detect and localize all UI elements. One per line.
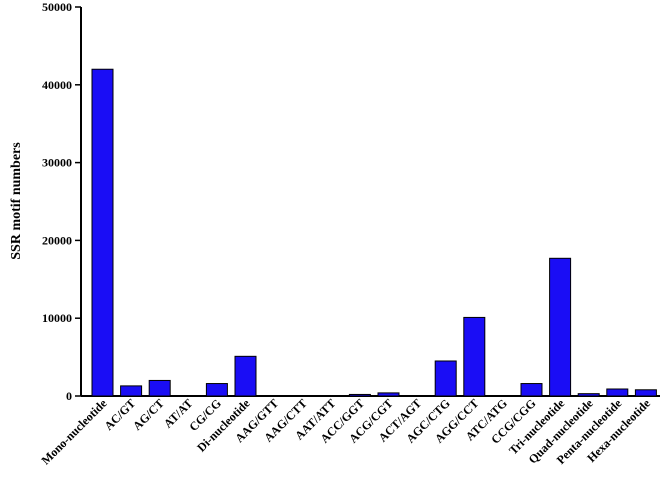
bar (434, 360, 457, 397)
x-tick-label: Mono-nucleotide (38, 396, 110, 468)
y-tick-label: 20000 (42, 233, 72, 247)
x-tick-label: AC/GT (101, 396, 138, 433)
bar (549, 257, 572, 397)
bar (520, 383, 543, 397)
bar (205, 383, 228, 397)
bar (120, 385, 143, 397)
bar (463, 316, 486, 397)
y-tick-label: 50000 (42, 0, 72, 14)
bar (91, 68, 114, 397)
y-tick-label: 40000 (42, 78, 72, 92)
bar (634, 389, 657, 397)
y-tick-label: 0 (66, 389, 72, 403)
y-tick-label: 30000 (42, 156, 72, 170)
bar (348, 393, 371, 397)
bar (606, 388, 629, 397)
y-axis-title: SSR motif numbers (9, 142, 24, 260)
y-tick-label: 10000 (42, 311, 72, 325)
bar (148, 379, 171, 397)
bar (234, 355, 257, 397)
bar (577, 393, 600, 397)
bar (377, 392, 400, 397)
x-tick-label: AG/CT (130, 396, 167, 433)
